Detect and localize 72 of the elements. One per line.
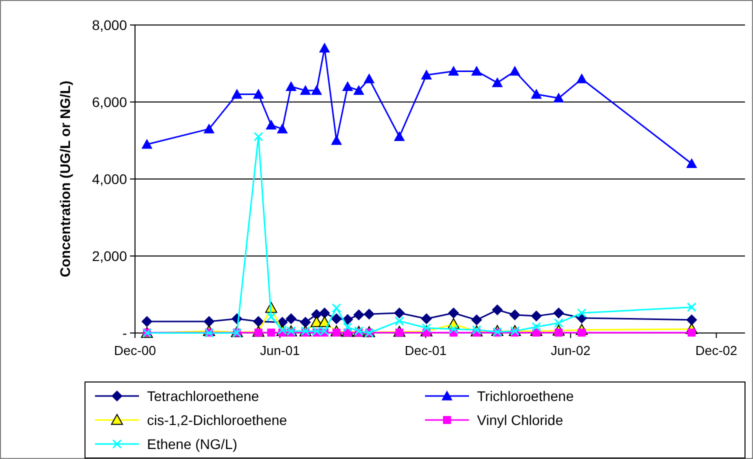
point (319, 42, 330, 52)
x-tick-label: Jun-02 (550, 343, 590, 358)
point (688, 328, 696, 337)
point (266, 312, 276, 322)
point (530, 310, 542, 322)
point (231, 88, 242, 99)
point (420, 70, 432, 80)
point (342, 322, 352, 332)
legend-label: Tetrachloroethene (147, 388, 260, 404)
point (252, 316, 264, 327)
point (394, 316, 404, 326)
point (509, 66, 520, 76)
point (422, 323, 432, 333)
point (286, 81, 297, 91)
point (686, 302, 696, 312)
point (553, 307, 564, 318)
point (471, 66, 482, 76)
point (332, 303, 342, 313)
point (286, 313, 297, 324)
point (204, 316, 215, 327)
point (141, 316, 152, 327)
point (530, 88, 542, 99)
point (141, 138, 152, 149)
point (204, 123, 215, 134)
point (267, 328, 276, 337)
y-tick-label: 8,000 (92, 16, 128, 33)
x-tick-label: Jun-01 (260, 343, 300, 358)
x-tick-label: Dec-00 (114, 343, 156, 358)
point (364, 73, 375, 84)
point (353, 84, 364, 95)
legend-label: Ethene (NG/L) (147, 436, 238, 452)
point (448, 324, 458, 334)
point (330, 135, 342, 145)
point (448, 66, 460, 76)
x-tick-label: Dec-02 (695, 343, 738, 358)
point (577, 308, 586, 318)
point (471, 314, 482, 326)
point (252, 88, 264, 99)
legend-label: cis-1,2-Dichloroethene (147, 412, 288, 428)
point (420, 313, 432, 324)
point (553, 92, 564, 103)
y-tick-label: 4,000 (92, 170, 128, 187)
point (342, 81, 354, 91)
point (509, 309, 520, 320)
point (364, 308, 375, 320)
point (300, 316, 311, 328)
point (319, 307, 330, 318)
point (394, 307, 405, 318)
point (311, 84, 322, 95)
point (532, 322, 542, 332)
point (318, 316, 331, 328)
y-axis-title: Concentration (UG/L or NG/L) (57, 80, 73, 278)
x-tick-label: Dec-01 (404, 343, 447, 358)
y-tick-label: 6,000 (92, 94, 128, 110)
point (394, 131, 405, 142)
point (254, 132, 264, 142)
point (686, 158, 698, 168)
legend-label: Trichloroethene (477, 388, 574, 404)
point (448, 307, 460, 318)
point (686, 314, 698, 326)
point (266, 120, 277, 130)
legend-label: Vinyl Chloride (477, 412, 564, 428)
point (300, 84, 311, 95)
point (492, 304, 503, 316)
point (576, 73, 588, 84)
point (353, 309, 364, 320)
y-tick-label: 2,000 (92, 248, 128, 264)
point (330, 313, 342, 324)
point (554, 318, 564, 328)
point (276, 123, 288, 134)
y-tick-label: - (122, 324, 128, 341)
point (492, 77, 503, 88)
